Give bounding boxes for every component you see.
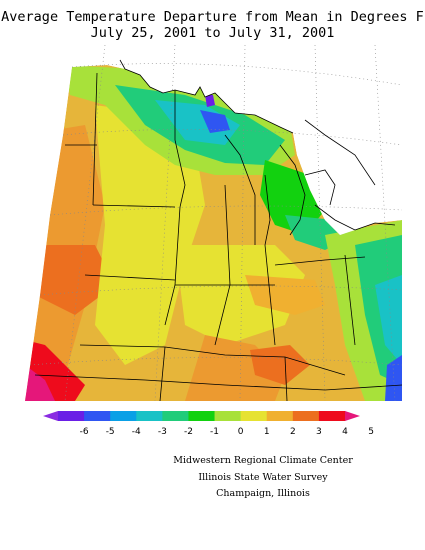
credit-line2: Illinois State Water Survey	[198, 472, 328, 483]
legend-swatch	[84, 411, 111, 421]
legend-tick-label: 4	[342, 427, 348, 437]
legend-swatch	[162, 411, 189, 421]
legend-swatch	[292, 411, 320, 421]
map-title-line2: July 25, 2001 to July 31, 2001	[90, 25, 335, 41]
legend-swatch	[136, 411, 163, 421]
legend-tick-label: -4	[132, 427, 141, 437]
legend-swatch	[58, 411, 85, 421]
credit-line3: Champaign, Illinois	[216, 488, 310, 499]
legend-tick-label: 1	[264, 427, 270, 437]
legend-tick-label: -2	[184, 427, 193, 437]
legend-swatch	[110, 411, 137, 421]
legend-tick-label: -6	[80, 427, 89, 437]
legend-tick-label: -5	[106, 427, 115, 437]
legend-tick-label: 2	[290, 427, 296, 437]
legend-tick-label: 3	[316, 427, 322, 437]
state-borders	[34, 72, 402, 401]
legend-arrow-high	[345, 411, 360, 421]
legend-tick-label: -3	[158, 427, 167, 437]
lake-shorelines	[119, 59, 396, 246]
legend-swatch	[266, 411, 294, 421]
legend-swatch	[318, 411, 346, 421]
legend-tick-label: -1	[210, 427, 219, 437]
map-title-line1: Average Temperature Departure from Mean …	[1, 9, 424, 25]
graticule	[29, 45, 402, 401]
legend-swatch	[240, 411, 268, 421]
legend-swatch	[188, 411, 216, 421]
credit-line1: Midwestern Regional Climate Center	[173, 455, 353, 466]
legend-tick-label: 0	[238, 427, 244, 437]
legend-tick-label: 5	[368, 427, 374, 437]
legend-swatch	[214, 411, 242, 421]
region-central-yellow	[95, 105, 205, 365]
legend-arrow-low	[43, 411, 58, 421]
temperature-departure-map	[25, 45, 402, 401]
color-legend: -6 -5 -4 -3 -2 -1 0 1 2 3 4 5	[43, 411, 374, 437]
